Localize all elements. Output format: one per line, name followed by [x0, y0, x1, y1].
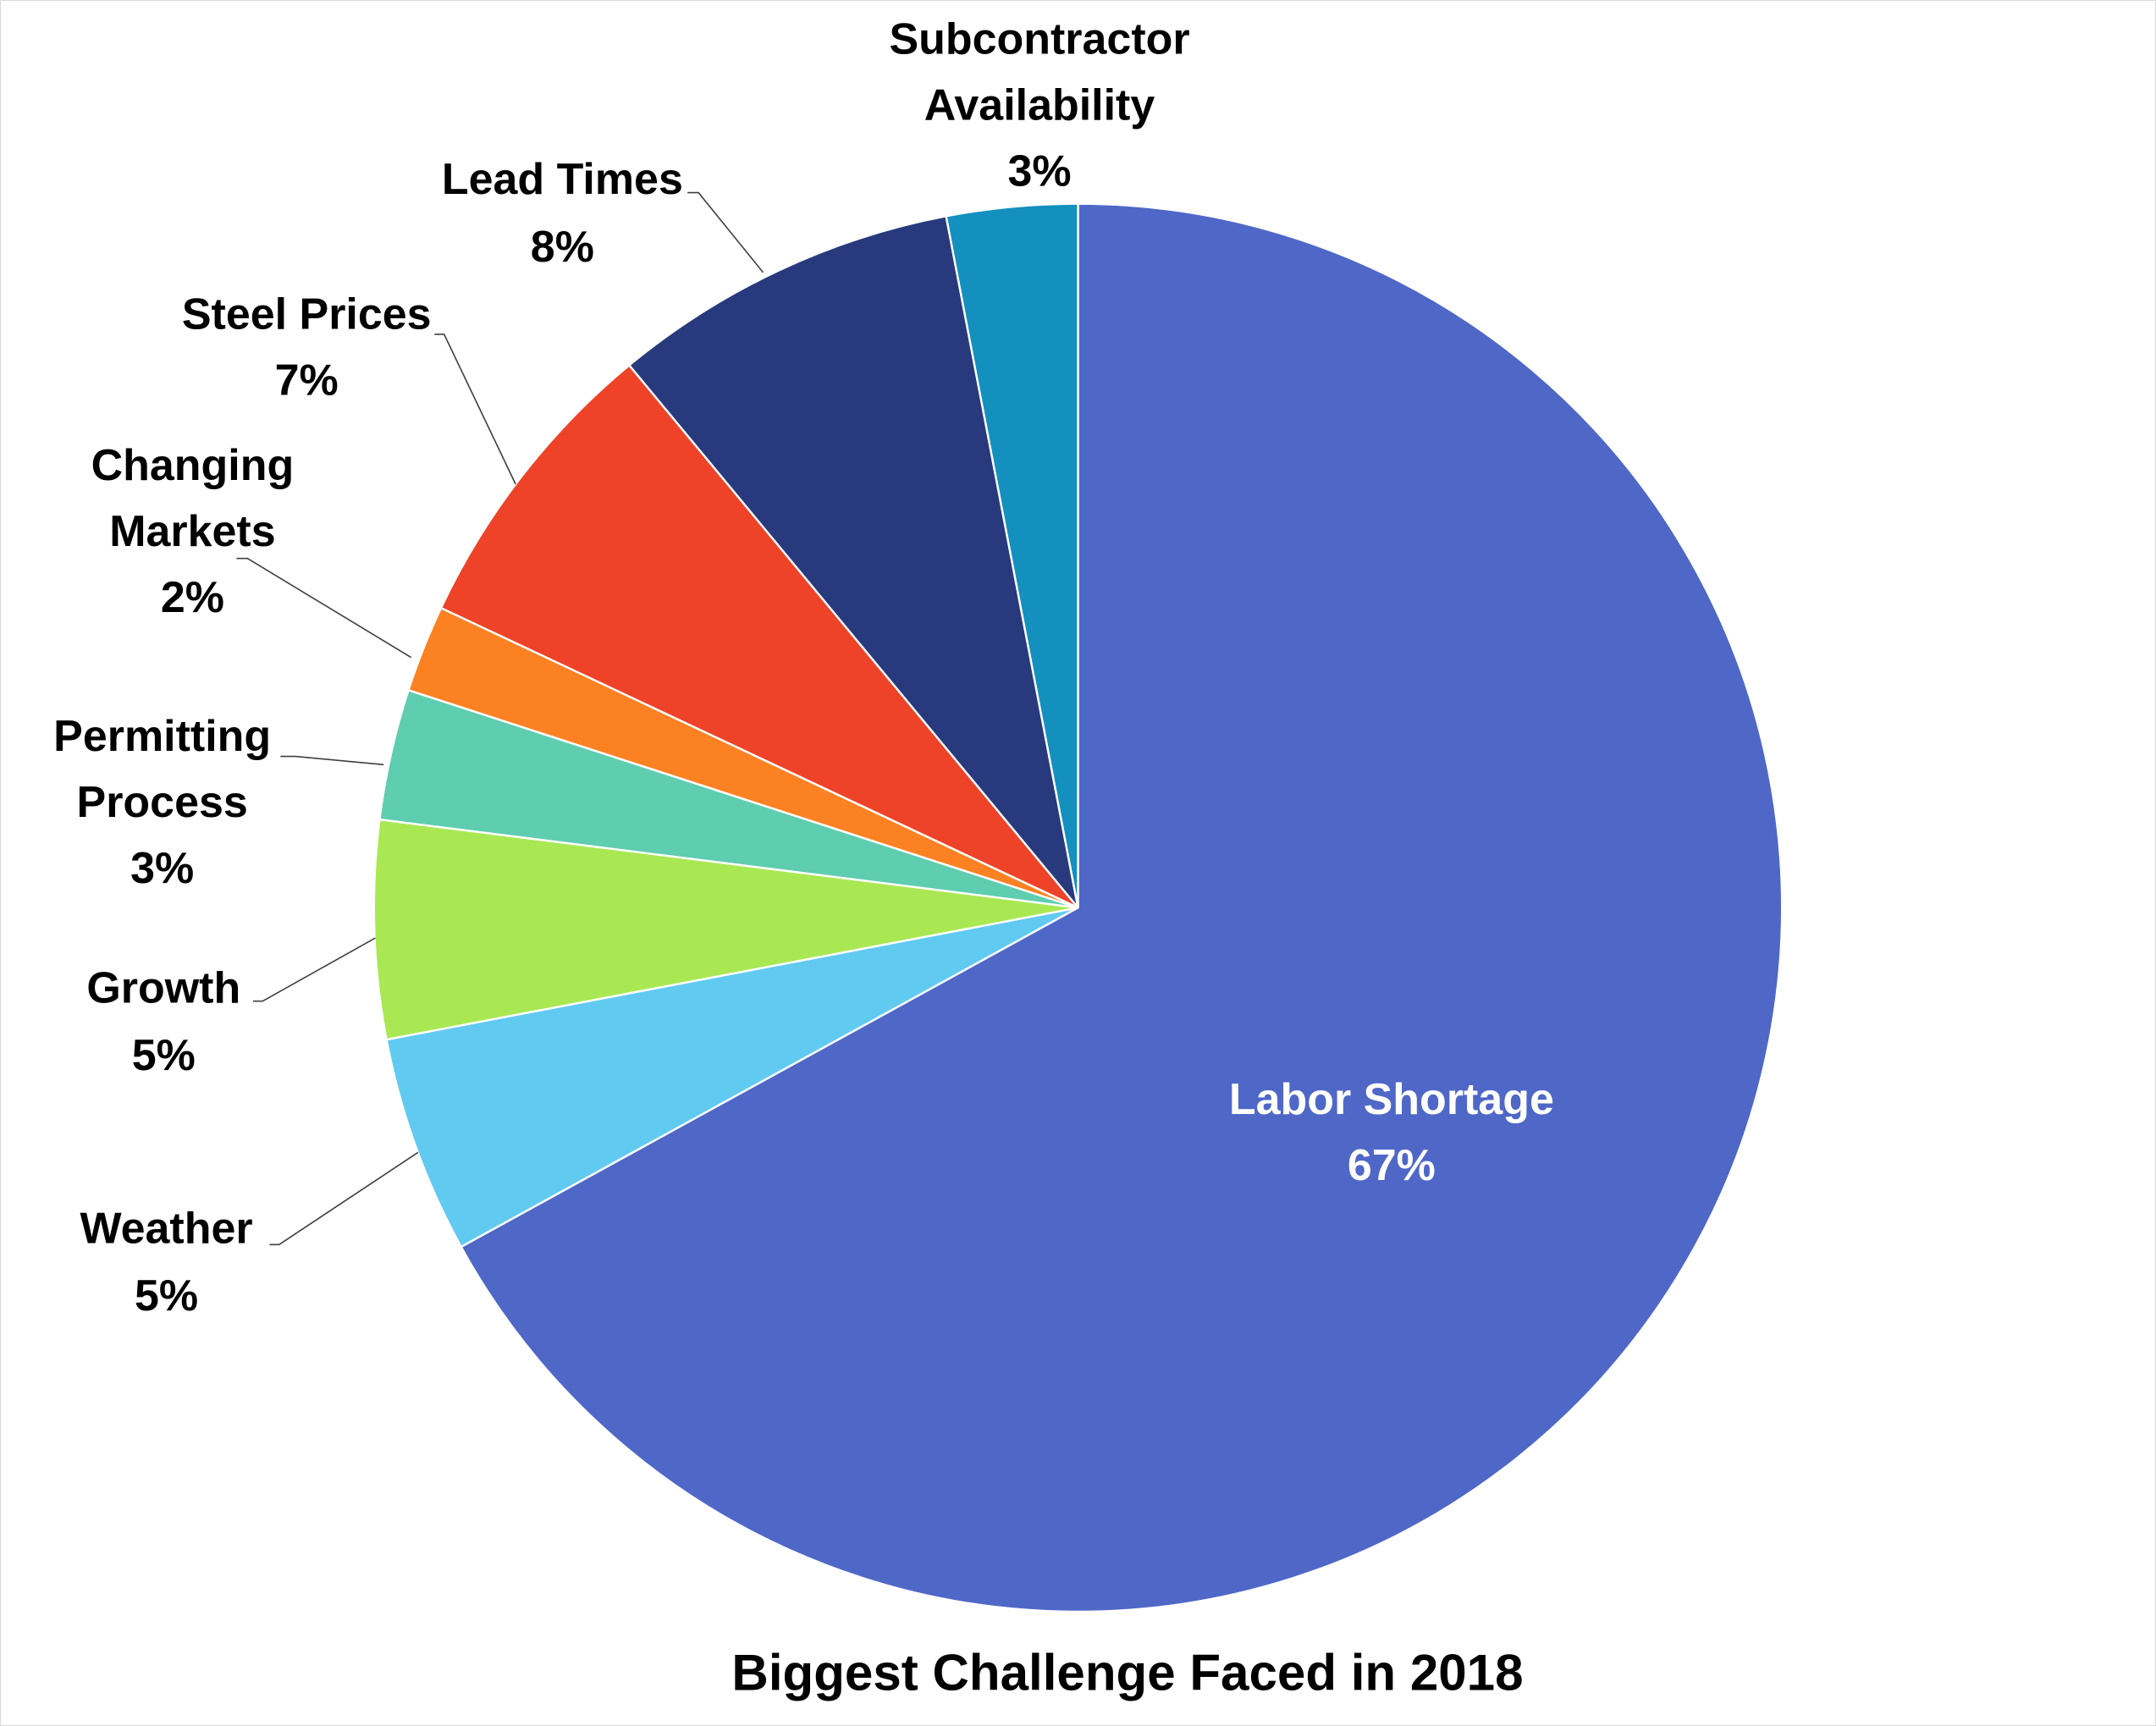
leader-lines: [236, 191, 764, 1246]
label-steel-prices-pct: 7%: [275, 356, 339, 405]
data-labels: Labor Shortage 67% Weather 5% Growth 5% …: [53, 15, 1554, 1321]
label-permitting-pct: 3%: [130, 844, 194, 893]
label-changing-markets: Changing: [91, 441, 295, 490]
chart-title: Biggest Challenge Faced in 2018: [731, 1645, 1523, 1701]
label-lead-times: Lead Times: [442, 155, 683, 204]
pie-slice-growth: [372, 818, 1078, 1041]
pie-slice-steel-prices: [439, 363, 1079, 909]
leader-line-weather: [269, 1151, 419, 1246]
pie-slice-subcontractor-availability: [945, 202, 1079, 908]
pie-slice-labor-shortage: [460, 202, 1784, 1613]
label-labor-shortage-pct: 67%: [1348, 1141, 1436, 1190]
label-subcontractor: Subcontractor: [889, 15, 1189, 64]
label-weather-pct: 5%: [135, 1271, 198, 1321]
label-subcontractor-pct: 3%: [1007, 147, 1071, 196]
label-steel-prices: Steel Prices: [182, 290, 432, 339]
leader-line-changing: [236, 557, 412, 659]
label-permitting-line2: Process: [77, 778, 248, 827]
label-changing-markets-pct: 2%: [161, 573, 224, 622]
pie-slices: [372, 202, 1784, 1613]
leader-line-growth: [252, 937, 376, 1002]
leader-line-steel: [434, 334, 516, 485]
label-subcontractor-line2: Availability: [924, 81, 1155, 130]
label-weather: Weather: [80, 1205, 252, 1254]
leader-line-permitting: [280, 755, 384, 766]
label-growth-pct: 5%: [132, 1031, 196, 1080]
label-labor-shortage: Labor Shortage: [1229, 1075, 1554, 1124]
pie-slice-lead-times: [627, 214, 1079, 909]
label-growth: Growth: [86, 963, 240, 1012]
pie-slice-weather: [385, 907, 1079, 1249]
label-lead-times-pct: 8%: [531, 223, 594, 272]
label-permitting: Permitting: [53, 712, 271, 761]
leader-line-lead: [687, 191, 764, 273]
label-changing-markets-line2: Markets: [109, 507, 275, 556]
